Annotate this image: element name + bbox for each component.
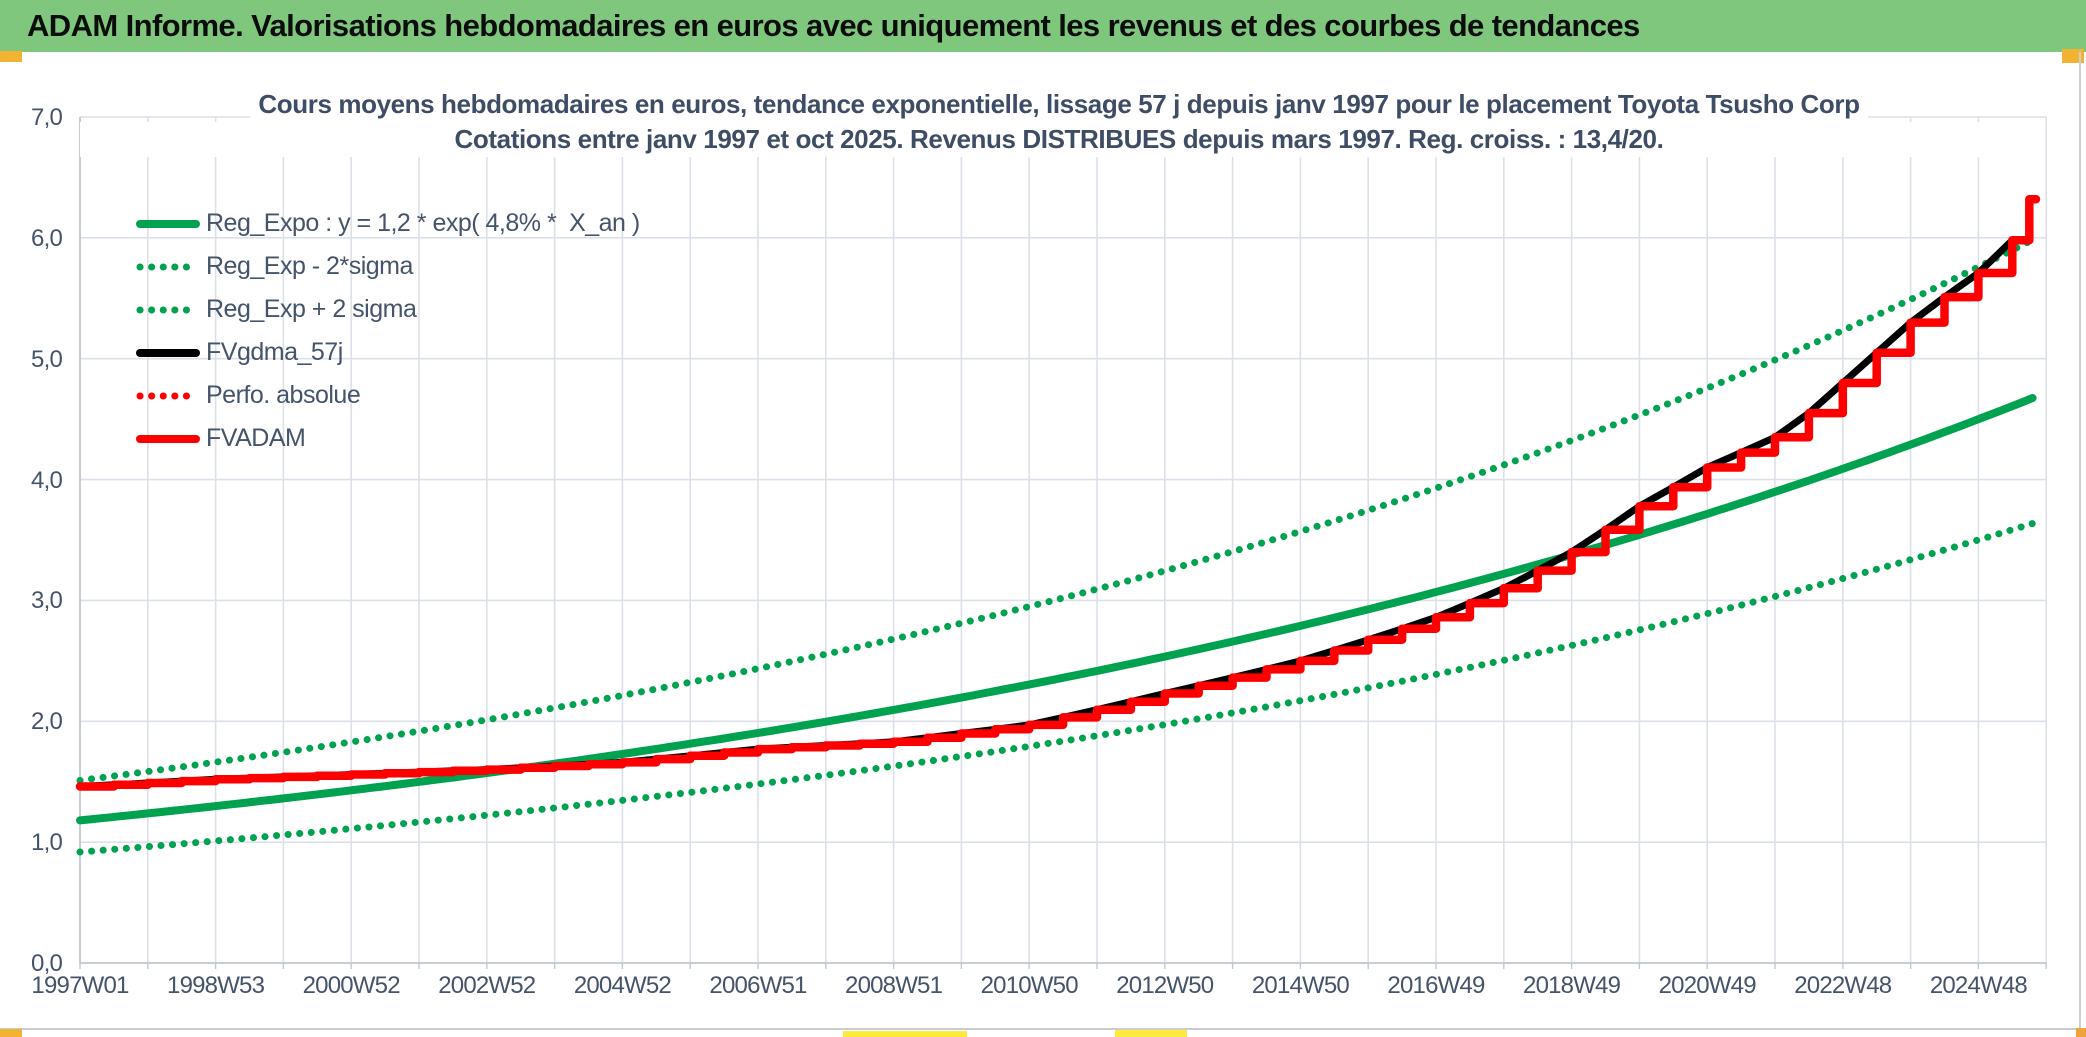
x-tick-label: 2014W50 <box>1251 972 1350 999</box>
legend-item-label: Reg_Expo : y = 1,2 * exp( 4,8% * X_an ) <box>206 209 640 237</box>
corner-marker-top-left <box>0 51 22 62</box>
legend-item-label: FVgdma_57j <box>206 338 343 366</box>
y-tick-label: 5,0 <box>31 345 63 373</box>
y-tick-label: 2,0 <box>31 708 63 736</box>
x-tick-label: 2000W52 <box>302 972 401 999</box>
legend-item-label: FVADAM <box>206 424 306 452</box>
report-header: ADAM Informe. Valorisations hebdomadaire… <box>0 0 2086 52</box>
bottom-marker-left <box>0 1029 22 1037</box>
legend-marker-line <box>136 434 200 443</box>
x-tick-label: 2020W49 <box>1658 972 1757 999</box>
x-tick-label: 1997W01 <box>31 972 129 999</box>
series-reg-expo-y-1-2-exp-4-8-x-an- <box>76 394 2037 825</box>
legend-item-label: Reg_Exp + 2 sigma <box>206 295 417 323</box>
x-tick-label: 2024W48 <box>1929 972 2028 999</box>
x-tick-label: 2016W49 <box>1387 972 1485 999</box>
x-tick-label: 2012W50 <box>1116 972 1214 999</box>
chart-legend: Reg_Expo : y = 1,2 * exp( 4,8% * X_an ) R… <box>136 202 640 460</box>
y-tick-label: 4,0 <box>31 466 63 494</box>
report-title: ADAM Informe. Valorisations hebdomadaire… <box>27 8 1640 43</box>
legend-item: FVgdma_57j <box>136 331 640 374</box>
legend-marker-line <box>136 306 200 313</box>
x-tick-label: 2004W52 <box>573 972 672 999</box>
x-tick-label: 2002W52 <box>438 972 536 999</box>
y-tick-label: 1,0 <box>31 829 63 857</box>
legend-item: Reg_Exp - 2*sigma <box>136 245 640 288</box>
bottom-marker-corner-right <box>2076 1028 2086 1037</box>
window-bottom-line <box>0 1028 2086 1030</box>
legend-marker-line <box>136 263 200 270</box>
legend-item-label: Reg_Exp - 2*sigma <box>206 252 413 280</box>
window-right-border <box>2079 52 2081 1037</box>
legend-marker-line <box>136 392 200 399</box>
legend-marker-line <box>136 348 200 357</box>
chart-title-line-2: Cotations entre janv 1997 et oct 2025. R… <box>446 124 1672 154</box>
chart-title-line-1: Cours moyens hebdomadaires en euros, ten… <box>250 87 1868 122</box>
legend-item: FVADAM <box>136 417 640 460</box>
x-tick-label: 2018W49 <box>1523 972 1621 999</box>
x-tick-label: 2010W50 <box>980 972 1079 999</box>
y-tick-label: 0,0 <box>31 950 63 977</box>
corner-marker-top-right <box>2062 49 2084 63</box>
x-tick-label: 2022W48 <box>1794 972 1892 999</box>
bottom-strip-right <box>1115 1030 1187 1037</box>
bottom-strip-center <box>843 1031 967 1037</box>
y-tick-label: 3,0 <box>31 587 63 615</box>
x-tick-label: 2006W51 <box>709 972 807 999</box>
legend-marker-line <box>136 219 200 228</box>
x-tick-label: 2008W51 <box>845 972 943 999</box>
legend-item: Reg_Expo : y = 1,2 * exp( 4,8% * X_an ) <box>136 202 640 245</box>
series-reg-exp-2-sigma <box>76 520 2037 856</box>
y-tick-label: 6,0 <box>31 224 63 252</box>
series-fvadam <box>75 194 2041 791</box>
legend-item: Reg_Exp + 2 sigma <box>136 288 640 331</box>
chart-title: Cours moyens hebdomadaires en euros, ten… <box>80 87 2038 157</box>
x-tick-label: 1998W53 <box>167 972 265 999</box>
y-tick-label: 7,0 <box>31 104 63 131</box>
legend-item: Perfo. absolue <box>136 374 640 417</box>
legend-item-label: Perfo. absolue <box>206 381 361 409</box>
